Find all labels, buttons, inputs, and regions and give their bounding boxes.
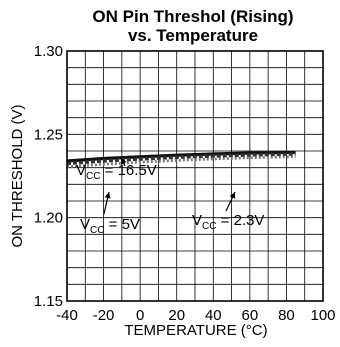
y-tick-label: 1.20 bbox=[34, 210, 63, 227]
x-tick-label: 60 bbox=[242, 307, 259, 324]
annotation-arrowhead-0 bbox=[121, 158, 127, 165]
x-tick-label: 80 bbox=[278, 307, 295, 324]
y-tick-label: 1.15 bbox=[34, 293, 63, 310]
chart-title-line2: vs. Temperature bbox=[128, 26, 258, 45]
series-lines bbox=[66, 150, 296, 169]
series-label-1: VCC = 5V bbox=[80, 216, 140, 236]
plot-frame bbox=[66, 50, 324, 302]
x-tick-label: -20 bbox=[93, 307, 115, 324]
series-line-0 bbox=[66, 150, 296, 163]
y-axis-label: ON THRESHOLD (V) bbox=[9, 104, 26, 247]
x-tick-label: 100 bbox=[310, 307, 335, 324]
x-tick-label: -40 bbox=[56, 307, 78, 324]
series-label-2: VCC = 2.3V bbox=[192, 212, 264, 232]
annotation-arrowhead-2 bbox=[229, 192, 236, 199]
chart-title-line1: ON Pin Threshol (Rising) bbox=[92, 7, 293, 26]
x-tick-label: 0 bbox=[136, 307, 144, 324]
series-line-2 bbox=[66, 155, 296, 169]
y-tick-label: 1.30 bbox=[34, 43, 63, 60]
y-tick-labels: 1.15 1.20 1.25 1.30 bbox=[34, 43, 63, 310]
x-tick-label: 40 bbox=[205, 307, 222, 324]
x-tick-labels: -40 -20 0 20 40 60 80 100 bbox=[56, 307, 335, 324]
series-annotations: VCC = 16.5V VCC = 5V VCC = 2.3V bbox=[76, 157, 264, 236]
y-tick-label: 1.25 bbox=[34, 126, 63, 143]
x-axis-label: TEMPERATURE (°C) bbox=[124, 322, 267, 339]
series-line-1 bbox=[66, 152, 296, 166]
annotation-arrowhead-1 bbox=[104, 192, 111, 199]
x-tick-label: 20 bbox=[168, 307, 185, 324]
series-label-0: VCC = 16.5V bbox=[76, 162, 157, 182]
